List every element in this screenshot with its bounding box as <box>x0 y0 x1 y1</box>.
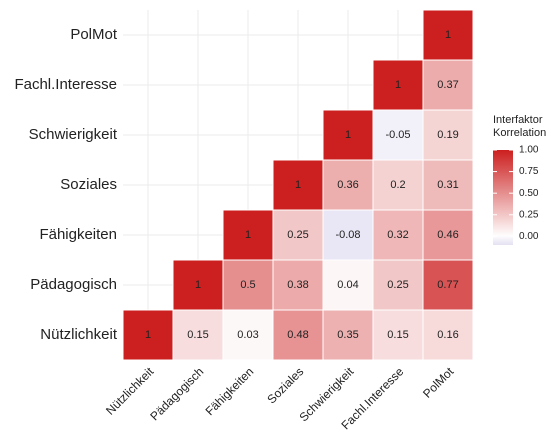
cell-label: 1 <box>395 79 401 91</box>
cell-label: 0.15 <box>187 329 208 341</box>
y-tick-label: Soziales <box>60 176 117 193</box>
x-tick-label: Soziales <box>264 364 306 406</box>
heatmap-cell <box>422 59 474 111</box>
y-tick-label: Fachl.Interesse <box>14 76 117 93</box>
heatmap-cell <box>372 59 424 111</box>
heatmap-cell <box>372 259 424 311</box>
heatmap-cell <box>272 259 324 311</box>
cell-label: 0.04 <box>337 279 358 291</box>
heatmap-cell <box>272 209 324 261</box>
cell-label: 1 <box>345 129 351 141</box>
cell-label: 0.25 <box>387 279 408 291</box>
cell-label: 0.16 <box>437 329 458 341</box>
y-tick-label: Schwierigkeit <box>29 126 118 143</box>
heatmap-cell <box>322 109 374 161</box>
cell-label: 1 <box>145 329 151 341</box>
x-tick-label: Fähigkeiten <box>203 364 257 418</box>
cell-label: -0.05 <box>385 129 410 141</box>
cell-label: 0.31 <box>437 179 458 191</box>
heatmap-cell <box>322 209 374 261</box>
cell-label: 0.35 <box>337 329 358 341</box>
heatmap-cell <box>322 159 374 211</box>
cell-label: 1 <box>445 29 451 41</box>
legend-tick-label: 0.50 <box>519 188 539 199</box>
cell-label: 0.36 <box>337 179 358 191</box>
legend-tick-label: 0.75 <box>519 166 539 177</box>
cell-label: 0.46 <box>437 229 458 241</box>
cell-label: 1 <box>195 279 201 291</box>
heatmap-cell <box>422 209 474 261</box>
cell-label: 0.03 <box>237 329 258 341</box>
cell-label: 0.37 <box>437 79 458 91</box>
legend-title: Korrelation <box>493 127 546 139</box>
cell-label: -0.08 <box>335 229 360 241</box>
legend-tick-label: 0.25 <box>519 209 539 220</box>
cell-label: 1 <box>295 179 301 191</box>
heatmap-cell <box>372 209 424 261</box>
heatmap-cell <box>222 309 274 361</box>
cell-label: 0.15 <box>387 329 408 341</box>
legend-tick-label: 0.00 <box>519 231 539 242</box>
y-tick-label: Nützlichkeit <box>40 326 118 343</box>
cell-label: 1 <box>245 229 251 241</box>
y-tick-label: PolMot <box>70 26 118 43</box>
x-tick-label: Nützlichkeit <box>103 364 157 418</box>
heatmap-cell <box>422 109 474 161</box>
cell-label: 0.2 <box>390 179 405 191</box>
cell-label: 0.5 <box>240 279 255 291</box>
heatmap-cell <box>322 259 374 311</box>
cell-label: 0.19 <box>437 129 458 141</box>
x-tick-label: PolMot <box>420 364 457 401</box>
cell-label: 0.32 <box>387 229 408 241</box>
x-tick-label: Pädagogisch <box>147 364 206 423</box>
heatmap-cell <box>172 259 224 311</box>
heatmap-cell <box>422 259 474 311</box>
heatmap-cell <box>372 109 424 161</box>
heatmap-cell <box>372 309 424 361</box>
legend-tick-label: 1.00 <box>519 145 539 156</box>
legend-colorbar <box>493 150 513 245</box>
cell-label: 0.25 <box>287 229 308 241</box>
y-tick-label: Fähigkeiten <box>39 226 117 243</box>
heatmap-cell <box>222 209 274 261</box>
cell-label: 0.48 <box>287 329 308 341</box>
legend-title: Interfaktor <box>493 114 543 126</box>
y-tick-label: Pädagogisch <box>30 276 117 293</box>
cell-label: 0.38 <box>287 279 308 291</box>
heatmap-cell <box>422 309 474 361</box>
heatmap-cell <box>422 9 474 61</box>
cell-label: 0.77 <box>437 279 458 291</box>
